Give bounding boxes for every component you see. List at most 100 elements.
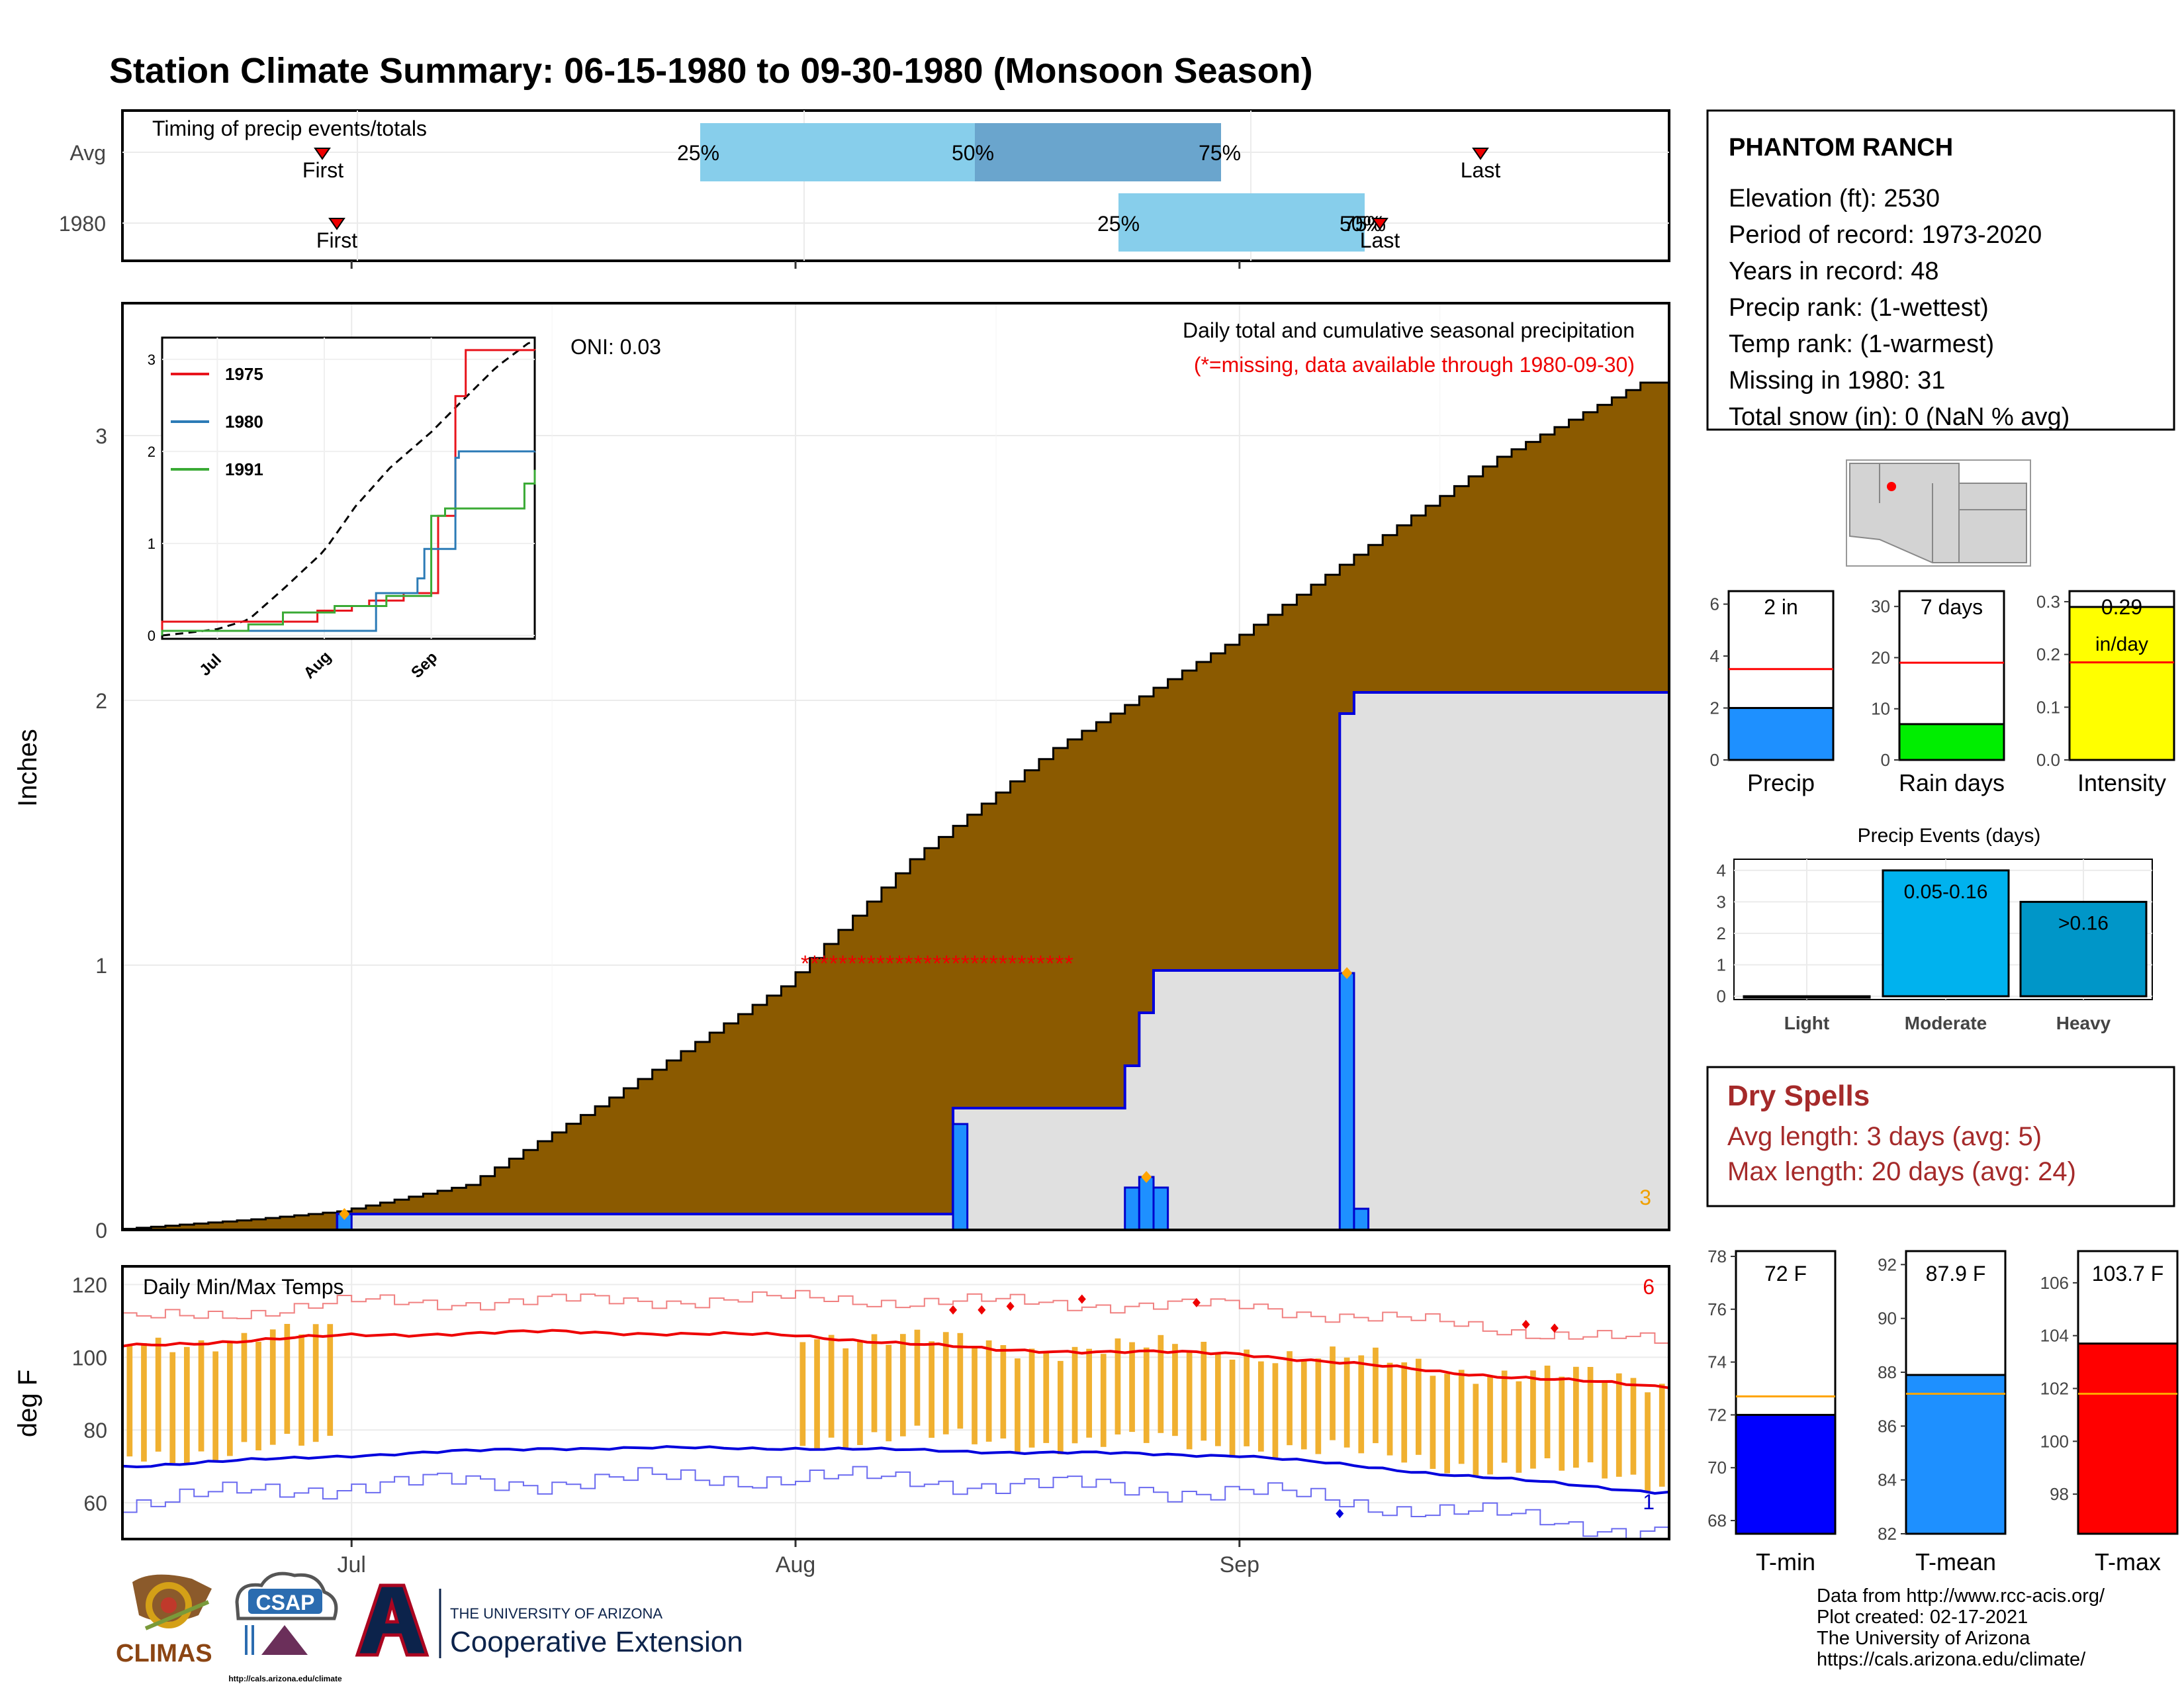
daily-temp-range-bar [255, 1341, 261, 1450]
dry-spells-avg: Avg length: 3 days (avg: 5) [1727, 1122, 2042, 1151]
inset-legend-label: 1991 [225, 459, 263, 479]
daily-temp-range-bar [1416, 1358, 1422, 1455]
logos: CLIMAS CSAP http://cals.arizona.edu/clim… [116, 1571, 743, 1683]
timing-row-1980: 1980 [59, 212, 106, 236]
temp-bar-tick-label: 102 [2040, 1379, 2069, 1399]
daily-temp-range-bar [312, 1324, 319, 1442]
daily-temp-range-bar [241, 1333, 248, 1442]
temp-y-tick-label: 80 [83, 1419, 107, 1442]
events-bar-label: 0.05-0.16 [1904, 881, 1988, 903]
daily-temp-range-bar [1100, 1354, 1107, 1447]
daily-temp-range-bar [1229, 1360, 1236, 1458]
daily-temp-range-bar [1000, 1345, 1007, 1439]
daily-temp-range-bar [169, 1352, 176, 1463]
y-tick-label: 3 [95, 424, 107, 448]
daily-temp-range-bar [1587, 1367, 1594, 1463]
ua-line2: Cooperative Extension [450, 1626, 743, 1658]
daily-temp-range-bar [1028, 1348, 1035, 1448]
daily-temp-range-bar [1645, 1392, 1651, 1491]
1980-first-marker [328, 218, 345, 230]
x-tick-label: Aug [776, 1552, 816, 1577]
daily-temp-range-bar [985, 1340, 992, 1442]
record-high-marker [1550, 1323, 1559, 1333]
avg-q75-label: 75% [1199, 141, 1241, 165]
events-bar [2019, 900, 2148, 998]
temps-high-count: 6 [1643, 1275, 1655, 1299]
avg-q25-label: 25% [677, 141, 719, 165]
station-info-line: Precip rank: (1-wettest) [1729, 294, 1989, 322]
summary-bar-tick-label: 0.1 [2036, 697, 2060, 717]
daily-temp-range-bar [1143, 1347, 1150, 1443]
1980-last-marker [1371, 218, 1388, 230]
precip-count-label: 3 [1639, 1186, 1651, 1209]
daily-temp-range-bar [227, 1340, 233, 1456]
summary-bar-label: Rain days [1899, 769, 2005, 796]
summary-bar-value-text: 0.29 [2101, 595, 2142, 619]
temp-y-tick-label: 100 [72, 1346, 107, 1370]
1980-q50-label: 50% [1340, 212, 1382, 236]
summary-bar-tick-label: 0 [1710, 750, 1719, 770]
temp-bar-tick-label: 90 [1878, 1309, 1897, 1329]
temperature-plot-area [122, 1266, 1669, 1539]
temp-bar-label: T-mean [1915, 1548, 1996, 1575]
events-y-tick-label: 4 [1717, 861, 1726, 880]
daily-temp-range-bar [1158, 1335, 1164, 1433]
dry-spells-title: Dry Spells [1727, 1080, 1870, 1112]
temp-bar-tick-label: 86 [1878, 1416, 1897, 1436]
footer-line: https://cals.arizona.edu/climate/ [1817, 1649, 2086, 1670]
events-bar [1882, 869, 2010, 998]
daily-temp-range-bar [155, 1337, 161, 1452]
1980-last-label: Last [1360, 228, 1400, 252]
summary-bar-value [1898, 723, 2005, 761]
1980-q25-label: 25% [1097, 212, 1140, 236]
daily-temp-range-bar [871, 1334, 878, 1432]
temp-bar-tick-label: 74 [1707, 1352, 1727, 1372]
avg-min-line [122, 1445, 1670, 1495]
summary-bar-tick-label: 30 [1871, 596, 1890, 616]
summary-bar-value [1727, 707, 1835, 761]
daily-precip-bar [1152, 1186, 1169, 1231]
temp-bar-tick-label: 78 [1707, 1246, 1727, 1266]
daily-temp-range-bar [942, 1332, 949, 1434]
dry-spells-box: Dry Spells Avg length: 3 days (avg: 5) M… [1706, 1066, 2175, 1207]
temp-y-tick-label: 60 [83, 1491, 107, 1515]
temp-bar-tick-label: 104 [2040, 1326, 2069, 1346]
climas-logo: CLIMAS [116, 1574, 212, 1667]
daily-temp-range-bar [914, 1329, 921, 1426]
record-high-marker [1522, 1319, 1530, 1329]
summary-bar-tick-label: 10 [1871, 699, 1890, 719]
daily-temp-range-bar [269, 1329, 276, 1445]
daily-temp-range-bar [857, 1340, 863, 1445]
events-bar-label: >0.16 [2058, 912, 2109, 934]
temp-bar-tick-label: 82 [1878, 1524, 1897, 1544]
summary-bar-tick-label: 2 [1710, 698, 1719, 718]
summary-bar-unit-text: in/day [2095, 633, 2148, 655]
station-info-line: Temp rank: (1-warmest) [1729, 330, 1994, 358]
precip-events-chart: Precip Events (days) 0 1 2 3 4 Light 0.05-0.16… [1717, 825, 2153, 1033]
daily-temp-range-bar [1630, 1378, 1637, 1475]
csap-url: http://cals.arizona.edu/climate [228, 1674, 342, 1683]
events-category-label: Moderate [1905, 1013, 1987, 1033]
daily-temp-range-bar [1215, 1354, 1221, 1446]
station-info-line: Elevation (ft): 2530 [1729, 185, 1940, 212]
daily-temp-range-bar [1615, 1373, 1622, 1477]
climas-text: CLIMAS [116, 1640, 212, 1667]
temp-bar-tick-label: 100 [2040, 1431, 2069, 1451]
daily-precip-bar [1338, 972, 1355, 1231]
summary-bar-label: Precip [1747, 769, 1815, 796]
record-low-marker [1336, 1509, 1344, 1519]
precip-extreme-marker [1342, 967, 1353, 979]
daily-temp-range-bar [1315, 1358, 1322, 1454]
daily-temp-range-bar [1501, 1370, 1508, 1463]
daily-precip-bar [1124, 1186, 1140, 1231]
temps-label: Daily Min/Max Temps [143, 1275, 343, 1299]
inset-y-tick-label: 1 [148, 536, 156, 552]
daily-temp-range-bar [1129, 1342, 1135, 1432]
daily-temp-range-bar [298, 1334, 304, 1446]
temp-bar-value [2077, 1342, 2179, 1535]
record-min-line [122, 1466, 1669, 1540]
inset-legend-label: 1975 [225, 364, 263, 384]
avg-quartile-bar-50-75 [975, 123, 1221, 181]
daily-temp-range-bar [842, 1348, 849, 1448]
